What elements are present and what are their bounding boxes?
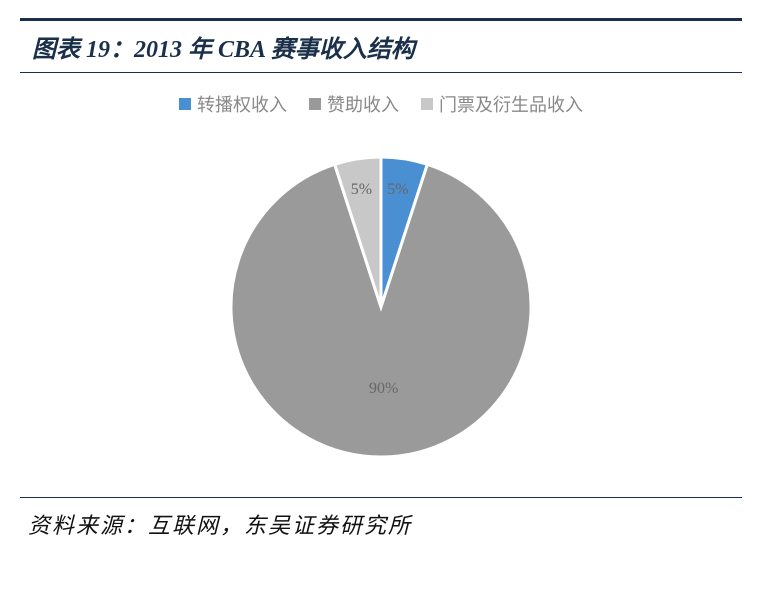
legend-label: 赞助收入 xyxy=(327,91,399,117)
legend-item: 赞助收入 xyxy=(309,91,399,117)
legend-swatch xyxy=(421,98,433,110)
chart-source: 资料来源：互联网，东吴证券研究所 xyxy=(20,497,742,540)
legend-label: 门票及衍生品收入 xyxy=(439,91,583,117)
legend-item: 门票及衍生品收入 xyxy=(421,91,583,117)
legend-swatch xyxy=(309,98,321,110)
legend-item: 转播权收入 xyxy=(179,91,287,117)
pie-slice-label: 90% xyxy=(369,380,398,398)
pie-chart-area: 5% 90% 5% xyxy=(0,117,762,497)
chart-title: 图表 19：2013 年 CBA 赛事收入结构 xyxy=(32,29,730,64)
legend-label: 转播权收入 xyxy=(197,91,287,117)
chart-legend: 转播权收入 赞助收入 门票及衍生品收入 xyxy=(0,91,762,117)
pie-slice-label: 5% xyxy=(387,181,408,199)
legend-swatch xyxy=(179,98,191,110)
pie-svg xyxy=(231,157,531,457)
pie-slice-label: 5% xyxy=(351,181,372,199)
chart-header: 图表 19：2013 年 CBA 赛事收入结构 xyxy=(20,18,742,73)
pie-chart: 5% 90% 5% xyxy=(231,157,531,457)
